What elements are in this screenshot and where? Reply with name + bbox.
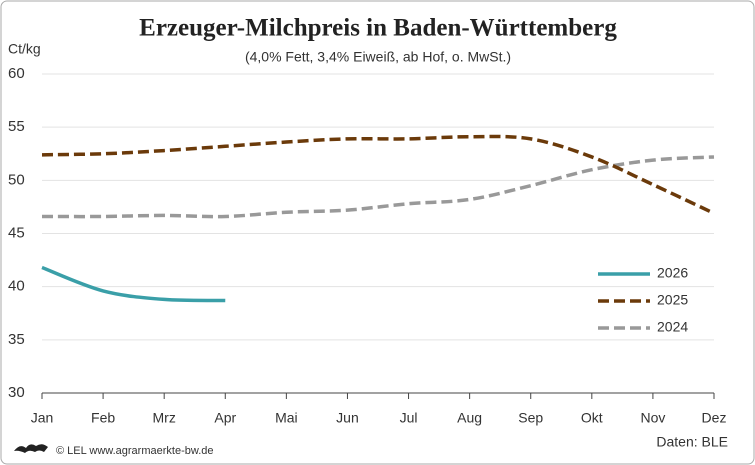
series-line: [41, 134, 715, 215]
x-tick-label: Jan: [31, 410, 54, 426]
credit: Daten: BLE: [656, 434, 728, 450]
x-tick-label: Mrz: [153, 410, 176, 426]
y-tick-label: 40: [8, 278, 25, 295]
x-tick-label: Jun: [336, 410, 359, 426]
source: © LEL www.agrarmaerkte-bw.de: [56, 445, 214, 457]
x-tick-label: Jul: [400, 410, 418, 426]
x-tick-label: Aug: [457, 410, 482, 426]
y-tick-label: 60: [8, 65, 25, 82]
x-tick-label: Nov: [640, 410, 665, 426]
chart-title: Erzeuger-Milchpreis in Baden-Württemberg: [139, 15, 617, 42]
y-tick-label: 30: [8, 384, 25, 401]
logo: [14, 444, 48, 453]
chart-subtitle: (4,0% Fett, 3,4% Eiweiß, ab Hof, o. MwSt…: [245, 49, 511, 65]
y-tick-label: 55: [8, 118, 25, 135]
series-line: [41, 155, 715, 219]
legend-label: 2025: [657, 292, 688, 308]
y-tick-label: 50: [8, 171, 25, 188]
y-tick-label: 35: [8, 331, 25, 348]
legend-label: 2024: [657, 319, 688, 335]
x-tick-label: Mai: [275, 410, 298, 426]
x-tick-label: Okt: [581, 410, 603, 426]
x-tick-label: Apr: [214, 410, 236, 426]
x-tick-label: Feb: [91, 410, 115, 426]
series-line: [41, 265, 226, 303]
y-tick-label: 45: [8, 224, 25, 241]
y-axis-label: Ct/kg: [8, 41, 41, 57]
x-tick-label: Dez: [702, 410, 727, 426]
x-tick-label: Sep: [518, 410, 543, 426]
legend-label: 2026: [657, 265, 688, 281]
